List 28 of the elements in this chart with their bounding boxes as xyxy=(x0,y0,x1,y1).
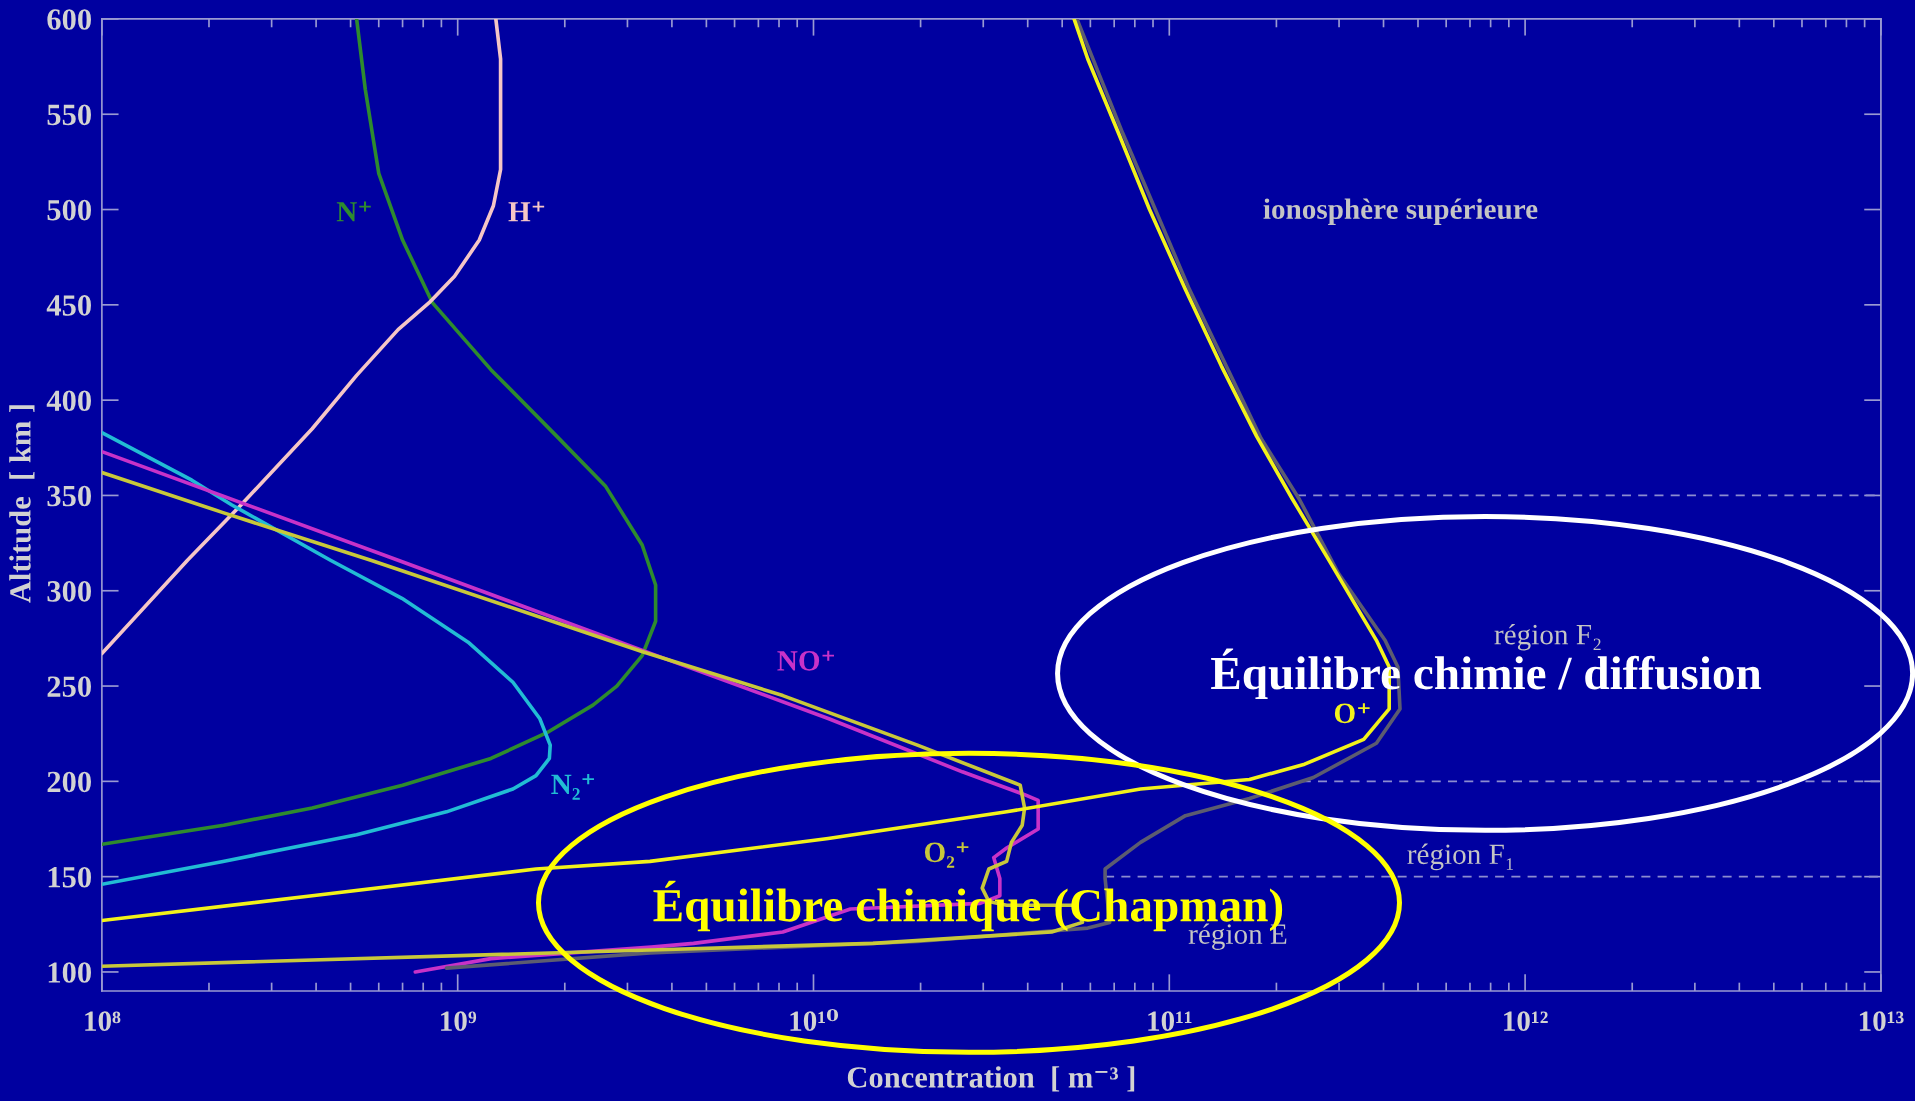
y-tick-label: 100 xyxy=(48,962,91,983)
x-tick-label: 10¹³ xyxy=(1859,1011,1904,1031)
annotation: ionosphère supérieure xyxy=(1263,198,1538,225)
y-tick-label: 350 xyxy=(47,485,91,507)
y-tick-label: 250 xyxy=(47,676,91,697)
y-tick-label: 600 xyxy=(47,9,91,30)
series-label: O⁺ xyxy=(1334,703,1370,724)
y-tick-label: 400 xyxy=(46,390,91,412)
annotation: région F₂ xyxy=(1494,623,1601,651)
x-tick-label: 10⁸ xyxy=(85,1011,121,1031)
y-tick-label: 150 xyxy=(48,866,91,888)
series-label: O₂⁺ xyxy=(924,842,969,868)
x-tick-label: 10¹¹ xyxy=(1148,1011,1192,1031)
x-tick-label: 10¹² xyxy=(1504,1011,1548,1031)
y-tick-label: 550 xyxy=(47,104,91,126)
y-tick-label: 500 xyxy=(47,199,91,221)
x-tick-label: 10¹⁰ xyxy=(790,1009,839,1031)
series-label: H⁺ xyxy=(508,201,545,222)
y-tick-label: 450 xyxy=(46,295,91,316)
annotation: région F₁ xyxy=(1407,843,1513,871)
series-label: NO⁺ xyxy=(777,650,834,671)
series-label: N⁺ xyxy=(336,201,371,222)
x-axis-title: Concentration [ m⁻³ ] xyxy=(847,1066,1135,1092)
x-tick-label: 10⁹ xyxy=(441,1011,477,1031)
series-label: N₂⁺ xyxy=(551,774,594,800)
y-axis-title: Altitude [ km ] xyxy=(9,405,35,603)
y-tick-label: 300 xyxy=(47,581,91,602)
y-tick-label: 200 xyxy=(47,771,91,793)
